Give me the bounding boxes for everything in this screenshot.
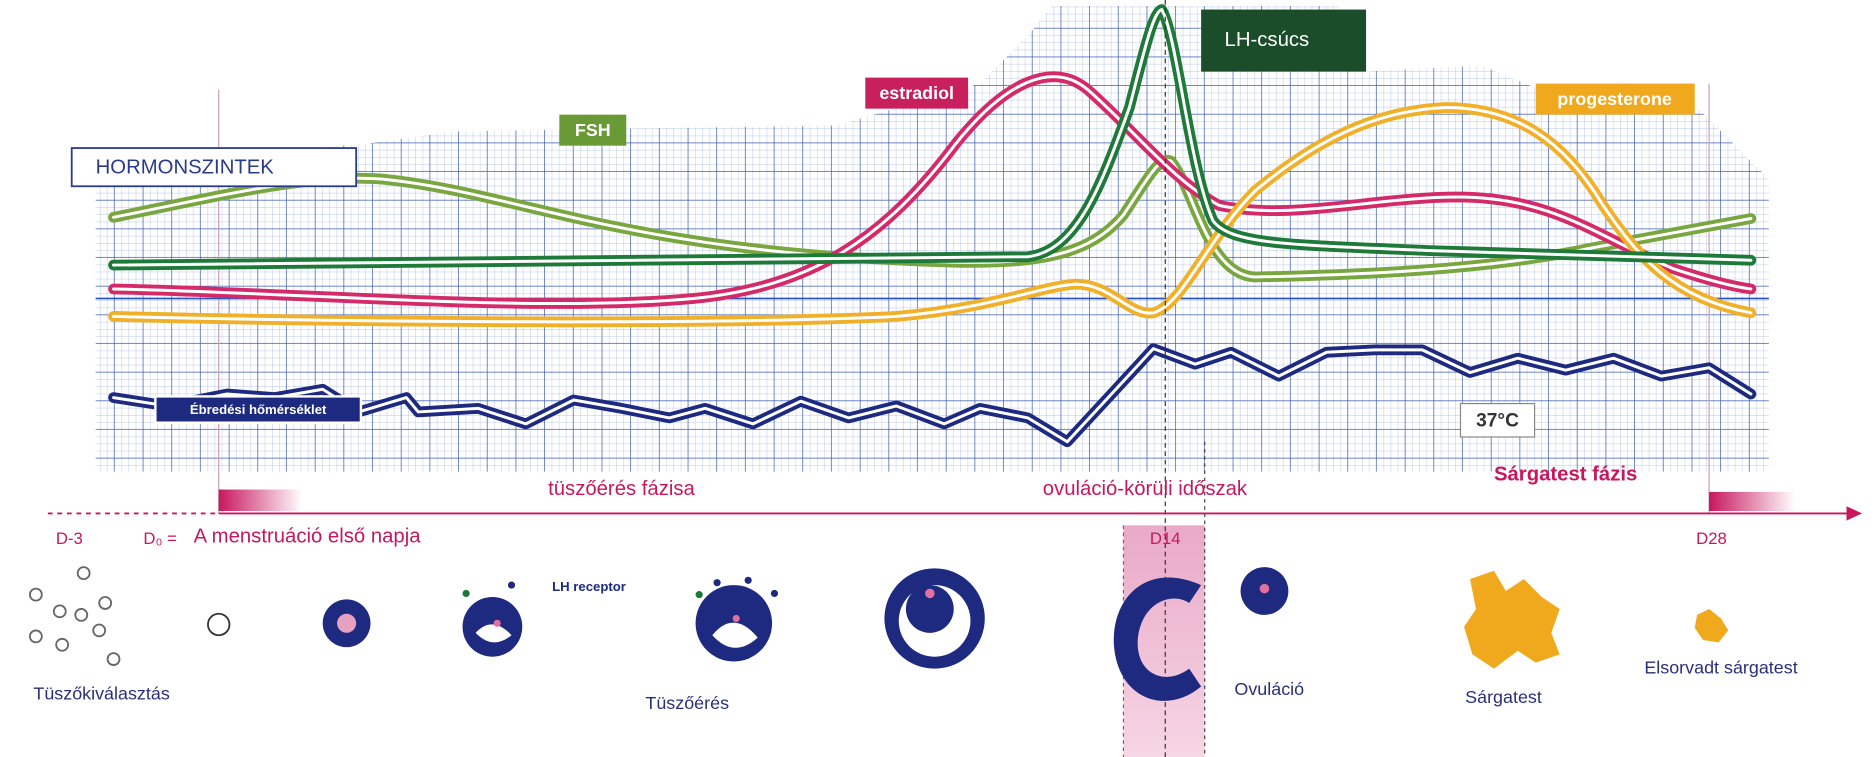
stage-label: Ovuláció bbox=[1234, 679, 1304, 699]
day-label: D-3 bbox=[56, 529, 83, 548]
phase-label: ovuláció-körüli időszak bbox=[1043, 478, 1248, 500]
corpus-luteum bbox=[1464, 571, 1728, 669]
temperature-label: Ébredési hőmérséklet bbox=[190, 402, 327, 417]
estradiol-label: estradiol bbox=[879, 83, 954, 103]
menses-bar bbox=[219, 490, 303, 511]
title: HORMONSZINTEK bbox=[96, 157, 275, 179]
menses-bar bbox=[1709, 492, 1795, 511]
phase-label: tüszőérés fázisa bbox=[548, 478, 695, 500]
stage-label: Sárgatest bbox=[1465, 687, 1542, 707]
day-label: D₀ = bbox=[143, 529, 176, 548]
progesterone-label: progesterone bbox=[1557, 89, 1672, 109]
stage-label: Tüszőkiválasztás bbox=[33, 684, 169, 704]
day-text: A menstruáció első napja bbox=[194, 526, 422, 548]
stage-label: Elsorvadt sárgatest bbox=[1644, 657, 1797, 677]
day-label: D14 bbox=[1150, 529, 1181, 548]
day-label: D28 bbox=[1696, 529, 1727, 548]
lh-label: LH-csúcs bbox=[1225, 29, 1310, 51]
temperature-ref: 37°C bbox=[1476, 411, 1519, 432]
fsh-label: FSH bbox=[575, 120, 611, 140]
phase-label: Sárgatest fázis bbox=[1494, 464, 1637, 486]
timeline-arrow bbox=[1847, 506, 1863, 520]
small-label: LH receptor bbox=[552, 579, 626, 594]
diagram: HORMONSZINTEK FSH estradiol LH-csúcs pro… bbox=[0, 0, 1874, 757]
stage-label: Tüszőérés bbox=[645, 693, 729, 713]
small-follicles bbox=[30, 567, 230, 665]
